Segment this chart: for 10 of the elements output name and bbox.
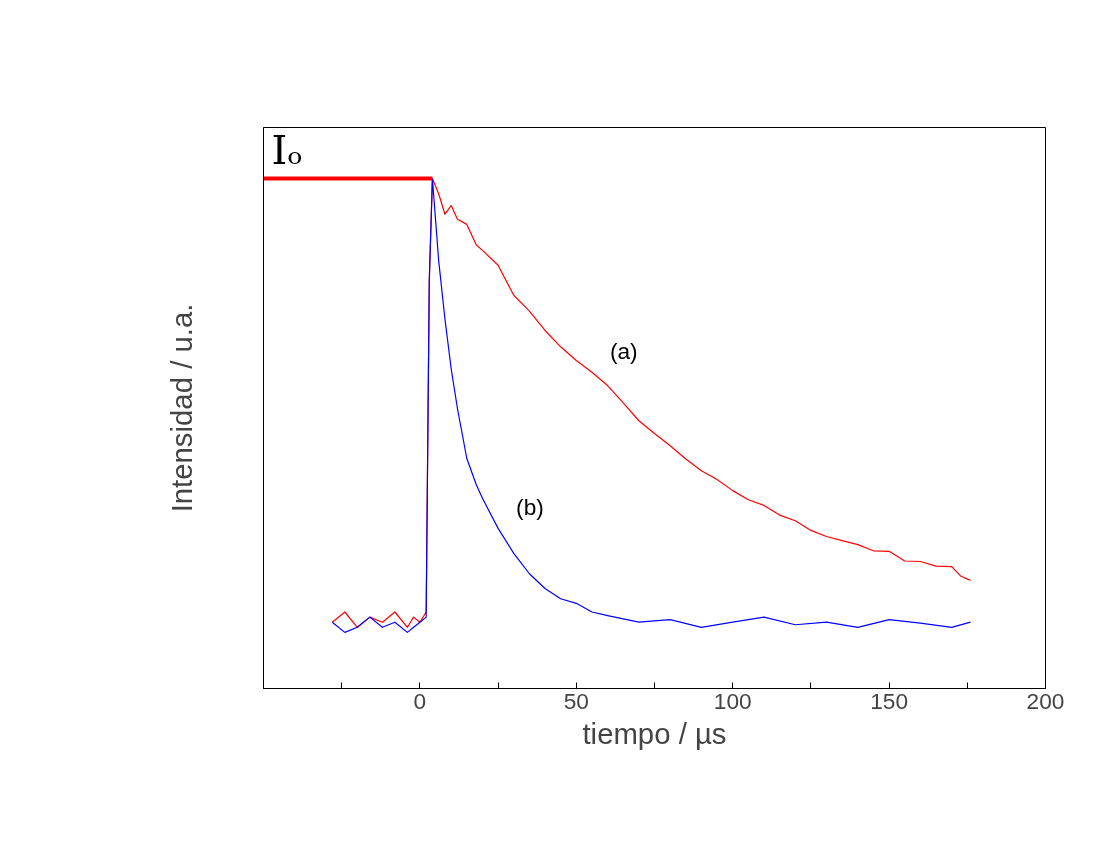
y-axis-title: Intensidad / u.a. bbox=[164, 303, 198, 513]
series-label: (b) bbox=[516, 494, 544, 521]
x-tick-label: 200 bbox=[1026, 687, 1065, 714]
series-label: (a) bbox=[609, 338, 638, 365]
x-tick-label: 50 bbox=[563, 687, 589, 714]
x-tick-label: 100 bbox=[713, 687, 752, 714]
x-axis-title: tiempo / µs bbox=[582, 716, 727, 750]
x-tick-label: 0 bbox=[413, 687, 427, 714]
ref-line-label: Iₒ bbox=[271, 126, 303, 173]
x-tick-label: 150 bbox=[870, 687, 909, 714]
